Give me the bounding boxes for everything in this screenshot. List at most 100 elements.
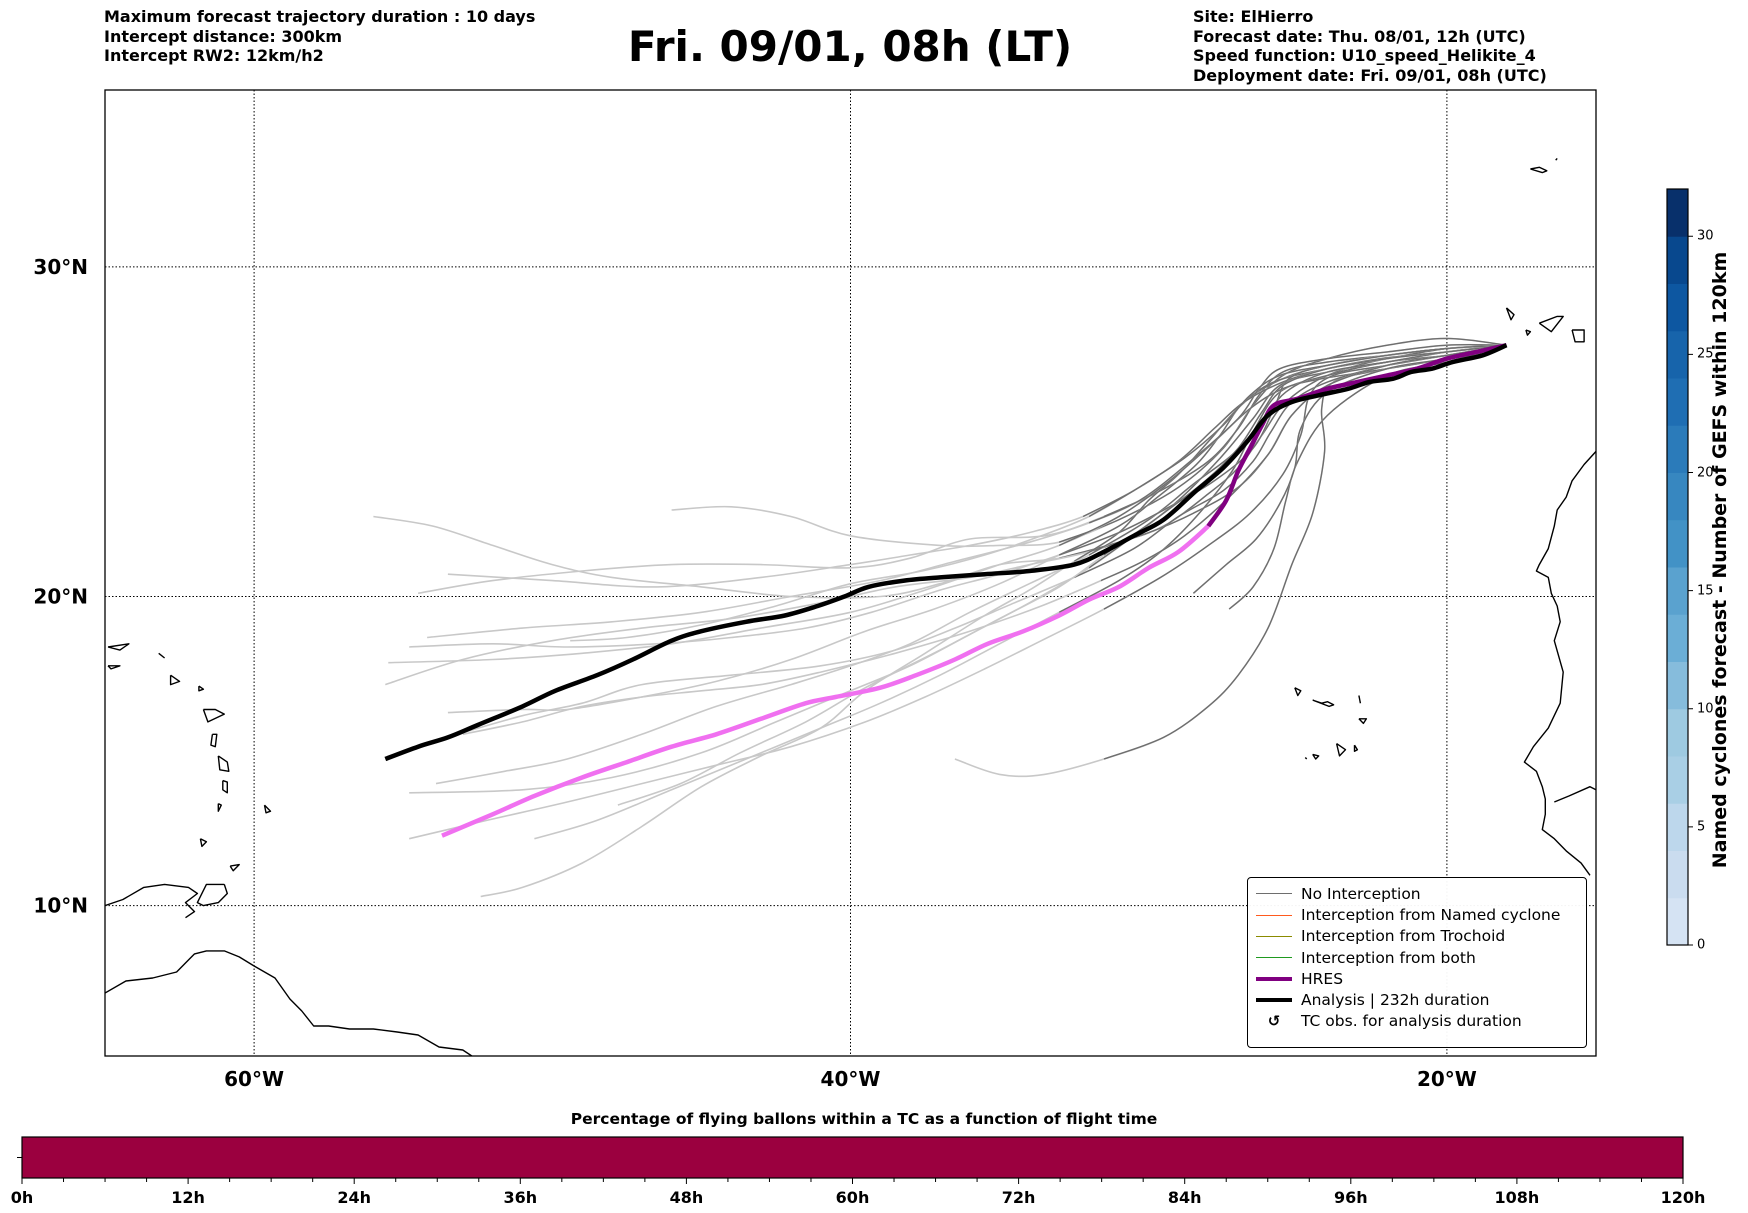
- legend-line-swatch: [1256, 935, 1292, 937]
- island-outline: [210, 733, 218, 748]
- trajectories: [373, 337, 1508, 898]
- island-outline: [107, 665, 121, 670]
- island-outline: [1571, 329, 1585, 343]
- hres-track-late: [441, 524, 1210, 838]
- coastline-west-africa: [1523, 450, 1596, 876]
- max-duration-text: Maximum forecast trajectory duration : 1…: [104, 7, 536, 26]
- colorbar-frame: [1666, 188, 1689, 946]
- title-text: Fri. 09/01, 08h (LT): [627, 22, 1073, 71]
- flight-time-tick-label: 12h: [171, 1188, 205, 1207]
- legend-label: TC obs. for analysis duration: [1301, 1012, 1522, 1031]
- island-outline: [198, 685, 205, 692]
- legend-item: Interception from Named cyclone: [1248, 905, 1586, 925]
- legend-label: Interception from Named cyclone: [1301, 906, 1561, 925]
- island-outline: [158, 652, 166, 659]
- ensemble-track: [409, 344, 1507, 840]
- ensemble-track-early: [1100, 344, 1507, 582]
- island-outline: [1294, 687, 1302, 697]
- bottom-chart-title: Percentage of flying ballons within a TC…: [570, 1110, 1158, 1128]
- island-outline: [1611, 311, 1629, 331]
- intercept-rw2-text: Intercept RW2: 12km/h2: [104, 46, 324, 65]
- legend-line-swatch: [1256, 893, 1292, 895]
- legend-item: HRES: [1248, 969, 1586, 989]
- island-outline: [1555, 157, 1558, 161]
- ensemble-track-early: [1058, 344, 1507, 556]
- legend-line-swatch: [1256, 914, 1292, 916]
- ensemble-track-early: [1088, 344, 1507, 518]
- flight-time-tick-label: 48h: [669, 1188, 704, 1207]
- longitude-label: 20°W: [1417, 1067, 1477, 1091]
- forecast-date-text: Forecast date: Thu. 08/01, 12h (UTC): [1193, 26, 1526, 46]
- colorbar-bin: [1667, 661, 1688, 710]
- ensemble-track-early: [1103, 344, 1507, 760]
- tc-observation-icon: ↺: [1267, 1012, 1281, 1031]
- coastline-venezuela-north: [105, 883, 199, 919]
- island-outline: [199, 838, 208, 848]
- ensemble-track: [534, 344, 1507, 840]
- colorbar-tick-label: 0: [1697, 937, 1706, 953]
- legend-label: No Interception: [1301, 885, 1421, 903]
- island-outline: [1358, 695, 1362, 704]
- ensemble-track: [435, 344, 1507, 785]
- map-frame: [104, 89, 1597, 1057]
- deployment-date-text: Deployment date: Fri. 09/01, 08h (UTC): [1193, 65, 1547, 85]
- forecast-parameters: Maximum forecast trajectory duration : 1…: [104, 7, 535, 66]
- legend-line-swatch: [1256, 956, 1292, 958]
- coastline-gambia-river: [1554, 786, 1596, 803]
- ensemble-track-early: [1058, 344, 1507, 547]
- legend-label: Analysis | 232h duration: [1301, 991, 1490, 1009]
- flight-time-tick-label: 24h: [337, 1188, 372, 1207]
- island-outline: [217, 755, 230, 772]
- ensemble-track: [462, 344, 1507, 736]
- trajectory-map: 60°W 40°W 20°W 30°N 20°N 10°N: [33, 89, 1629, 1091]
- flight-time-bar-chart: [17, 1136, 1684, 1184]
- hres-track-early: [1206, 343, 1507, 528]
- colorbar-bin: [1667, 330, 1688, 379]
- coastline-trinidad: [196, 883, 228, 907]
- legend-line-swatch: [1256, 998, 1292, 1002]
- colorbar-bin: [1667, 567, 1688, 615]
- flight-time-tick-label: 96h: [1333, 1188, 1368, 1207]
- site-info: Site: ElHierro Forecast date: Thu. 08/01…: [1193, 7, 1547, 85]
- ensemble-track: [409, 344, 1507, 794]
- flight-time-tick-label: 60h: [835, 1188, 870, 1207]
- axis-labels: 60°W 40°W 20°W 30°N 20°N 10°N: [33, 255, 1476, 1091]
- ensemble-track-early: [1192, 344, 1507, 594]
- island-outline: [1312, 753, 1320, 760]
- percentage-bar: [21, 1136, 1684, 1179]
- island-outline: [1304, 757, 1308, 760]
- ensemble-track: [617, 344, 1507, 806]
- ensemble-track-early: [1103, 344, 1507, 556]
- ensemble-track: [447, 344, 1507, 714]
- speed-function-text: Speed function: U10_speed_Helikite_4: [1193, 46, 1536, 65]
- legend-label: HRES: [1301, 969, 1344, 988]
- ensemble-track: [480, 344, 1507, 898]
- flight-time-tick-label: 36h: [503, 1188, 538, 1207]
- ensemble-track: [417, 344, 1507, 595]
- colorbar-tick-label: 15: [1697, 583, 1714, 599]
- colorbar-title: Named cyclones forecast - Number of GEFS…: [1709, 251, 1731, 869]
- colorbar-tick-label: 10: [1697, 701, 1714, 717]
- island-outline: [217, 802, 222, 812]
- longitude-label: 40°W: [821, 1067, 881, 1091]
- flight-time-tick-label: 72h: [1001, 1188, 1036, 1207]
- legend-item: Interception from Trochoid: [1248, 926, 1586, 946]
- island-outline: [107, 643, 130, 651]
- latitude-label: 20°N: [33, 584, 88, 608]
- intercept-distance-text: Intercept distance: 300km: [104, 26, 343, 46]
- colorbar-bin: [1667, 756, 1688, 804]
- colorbar-bin: [1667, 472, 1688, 521]
- page-title: Fri. 09/01, 08h (LT): [0, 22, 1700, 71]
- latitude-label: 10°N: [33, 894, 88, 918]
- ensemble-track: [373, 344, 1507, 599]
- colorbar-bin: [1667, 897, 1688, 946]
- island-outline: [1312, 699, 1335, 708]
- colorbar-tick-label: 5: [1697, 819, 1706, 835]
- longitude-label: 60°W: [224, 1067, 284, 1091]
- colorbar: [1666, 188, 1693, 946]
- legend-item: Analysis | 232h duration: [1248, 990, 1586, 1010]
- legend-item: Interception from both: [1248, 948, 1586, 968]
- island-outline: [1353, 744, 1359, 752]
- colorbar-tick-label: 20: [1697, 465, 1714, 480]
- island-outline: [1358, 718, 1368, 725]
